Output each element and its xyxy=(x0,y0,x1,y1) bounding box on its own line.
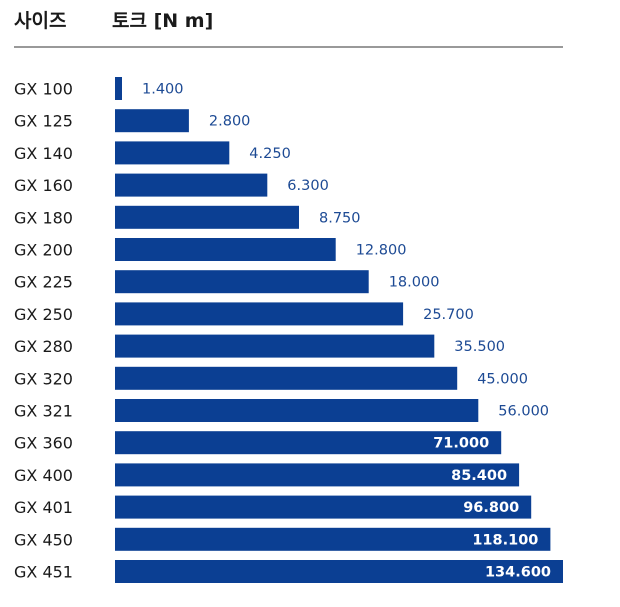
torque-value-label: 71.000 xyxy=(433,436,489,452)
torque-bar xyxy=(115,270,369,294)
size-label: GX 160 xyxy=(14,176,73,195)
torque-bar xyxy=(115,205,299,229)
torque-value-label: 85.400 xyxy=(451,468,507,484)
size-label: GX 200 xyxy=(14,241,73,260)
size-label: GX 225 xyxy=(14,273,73,292)
torque-value-label: 45.000 xyxy=(477,371,528,387)
torque-bar xyxy=(115,527,551,551)
torque-bar xyxy=(115,238,336,261)
size-label: GX 320 xyxy=(14,369,73,388)
torque-value-label: 12.800 xyxy=(356,243,407,259)
torque-bar xyxy=(115,334,435,358)
size-label: GX 180 xyxy=(14,208,73,227)
size-label: GX 450 xyxy=(14,530,73,549)
torque-bar xyxy=(115,463,520,487)
torque-value-label: 8.750 xyxy=(319,210,361,226)
size-label: GX 100 xyxy=(14,80,73,99)
torque-bar xyxy=(115,431,502,455)
size-label: GX 401 xyxy=(14,498,73,517)
torque-value-label: 25.700 xyxy=(423,307,474,323)
torque-bar xyxy=(115,366,458,390)
torque-bar xyxy=(115,109,189,133)
torque-value-label: 6.300 xyxy=(287,178,329,194)
torque-value-label: 96.800 xyxy=(463,500,519,516)
torque-value-label: 2.800 xyxy=(209,114,251,130)
size-label: GX 451 xyxy=(14,563,73,582)
size-label: GX 360 xyxy=(14,434,73,453)
size-label: GX 321 xyxy=(14,402,73,421)
bar-rows: GX 100 1.400 GX 125 2.800 GX 140 4.250 GX 160 6… xyxy=(14,77,563,583)
torque-value-label: 1.400 xyxy=(142,82,184,98)
torque-value-label: 56.000 xyxy=(498,404,549,420)
torque-bar xyxy=(115,495,532,519)
torque-bar xyxy=(115,77,122,100)
torque-value-label: 35.500 xyxy=(454,339,505,355)
torque-value-label: 134.600 xyxy=(485,565,551,581)
torque-value-label: 4.250 xyxy=(249,146,291,162)
torque-value-label: 18.000 xyxy=(389,275,440,291)
torque-bar xyxy=(115,173,268,197)
size-label: GX 140 xyxy=(14,144,73,163)
torque-bar xyxy=(115,302,404,326)
size-label: GX 250 xyxy=(14,305,73,324)
size-label: GX 400 xyxy=(14,466,73,485)
size-column-header: 사이즈 xyxy=(14,10,66,32)
torque-bar xyxy=(115,560,563,583)
torque-value-label: 118.100 xyxy=(472,532,538,548)
torque-bar xyxy=(115,399,479,422)
size-label: GX 125 xyxy=(14,112,73,131)
size-label: GX 280 xyxy=(14,337,73,356)
torque-bar xyxy=(115,141,230,165)
torque-column-header: 토크 [N m] xyxy=(112,10,213,32)
